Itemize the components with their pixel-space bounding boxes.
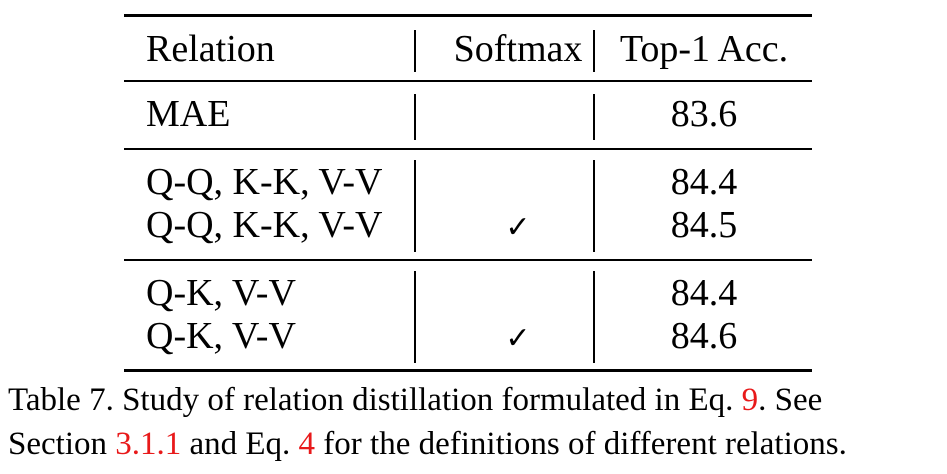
row-relation: MAE: [146, 93, 231, 135]
group-rule: [124, 148, 812, 150]
section-reference-link[interactable]: 3.1.1: [115, 426, 182, 462]
column-divider: [414, 160, 416, 252]
column-divider: [414, 271, 416, 363]
row-relation: Q-K, V-V: [146, 272, 296, 314]
row-accuracy: 83.6: [670, 93, 738, 135]
column-divider: [593, 30, 595, 72]
row-relation: Q-Q, K-K, V-V: [146, 204, 383, 246]
row-accuracy: 84.4: [670, 272, 738, 314]
column-divider: [593, 271, 595, 363]
row-accuracy: 84.5: [670, 204, 738, 246]
row-softmax-check: ✓: [505, 321, 531, 356]
header-accuracy: Top-1 Acc.: [619, 28, 789, 70]
header-relation: Relation: [146, 28, 275, 70]
bottom-rule: [124, 369, 812, 372]
equation-reference-link[interactable]: 4: [298, 426, 316, 462]
row-softmax-check: ✓: [505, 210, 531, 245]
group-rule: [124, 259, 812, 261]
column-divider: [593, 160, 595, 252]
table-caption: Table 7. Study of relation distillation …: [8, 378, 943, 466]
column-divider: [414, 30, 416, 72]
caption-line-2: Section 3.1.1 and Eq. 4 for the definiti…: [8, 426, 847, 462]
row-relation: Q-Q, K-K, V-V: [146, 161, 383, 203]
column-divider: [593, 94, 595, 140]
header-rule: [124, 80, 812, 82]
row-accuracy: 84.6: [670, 315, 738, 357]
header-softmax: Softmax: [453, 28, 583, 70]
equation-reference-link[interactable]: 9: [741, 382, 759, 418]
top-rule: [124, 14, 812, 17]
column-divider: [414, 94, 416, 140]
row-relation: Q-K, V-V: [146, 315, 296, 357]
row-accuracy: 84.4: [670, 161, 738, 203]
caption-line-1: Table 7. Study of relation distillation …: [8, 382, 823, 418]
